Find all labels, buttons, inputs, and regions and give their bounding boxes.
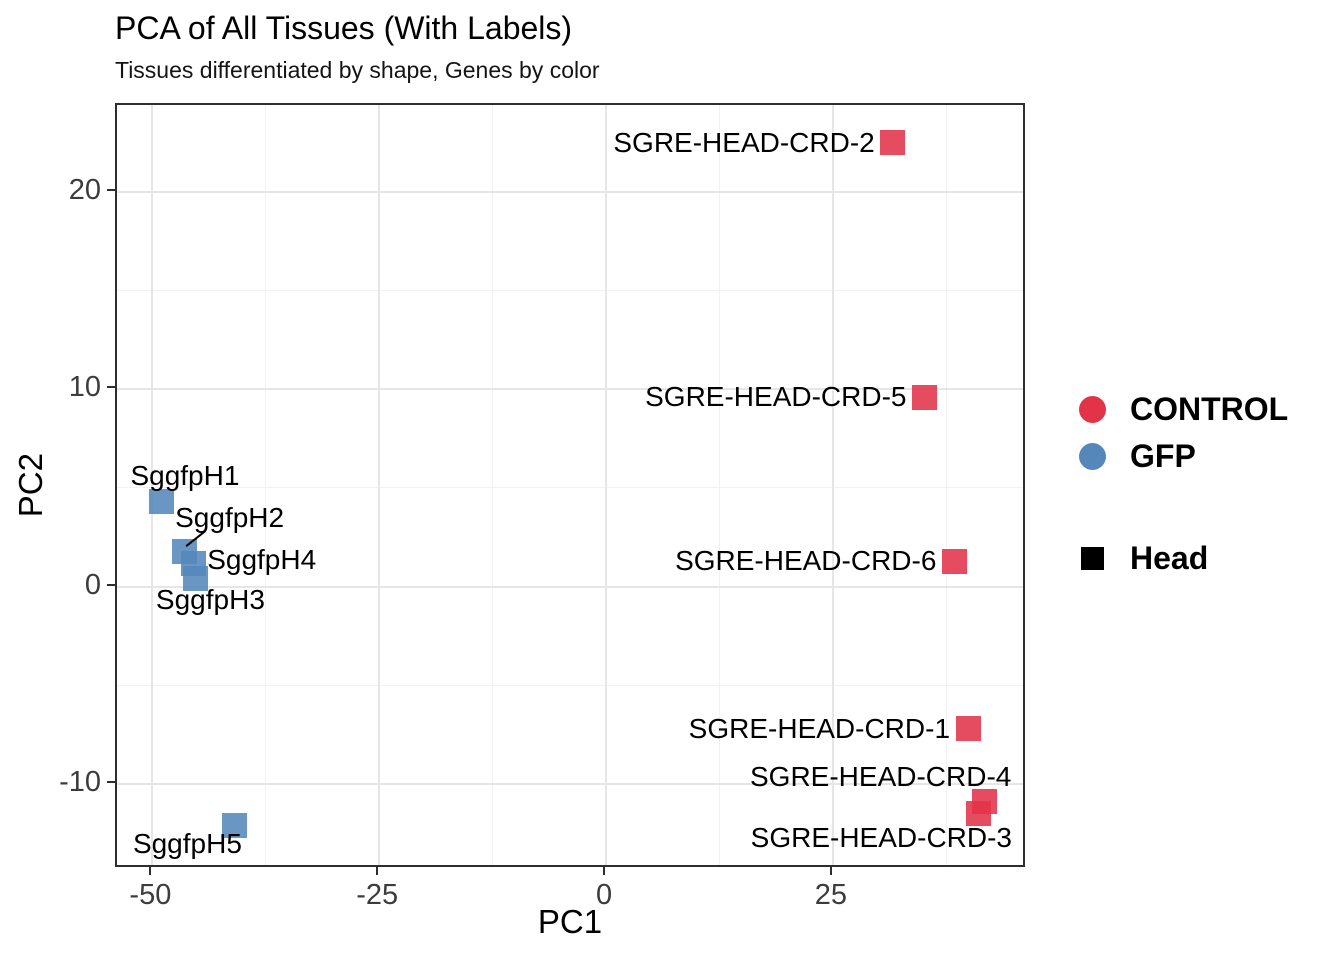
data-point-label: SggfpH5 xyxy=(132,827,242,859)
x-minor-gridline xyxy=(492,105,494,865)
plot-panel: SGRE-HEAD-CRD-1 SGRE-HEAD-CRD-2 SGRE-HEAD-… xyxy=(115,103,1025,867)
x-tick-mark xyxy=(376,867,379,875)
data-point-marker xyxy=(941,548,967,574)
head-shape-swatch xyxy=(1081,547,1104,570)
data-point-marker xyxy=(911,384,937,410)
data-point-label: SggfpH4 xyxy=(207,544,317,575)
data-point-label: SGRE-HEAD-CRD-6 xyxy=(675,545,937,577)
y-major-gridline xyxy=(117,783,1023,786)
data-point-marker xyxy=(222,813,248,839)
legend-entry-gfp: GFP xyxy=(1079,438,1196,475)
data-point-marker xyxy=(955,716,981,742)
data-point-label: SggfpH1 xyxy=(130,459,240,491)
data-point-marker xyxy=(971,789,997,815)
data-point-label: SGRE-HEAD-CRD-5 xyxy=(645,381,907,413)
y-axis-title-text: PC2 xyxy=(12,452,49,518)
chart-title: PCA of All Tissues (With Labels) xyxy=(115,10,573,46)
data-point-marker xyxy=(880,130,906,155)
x-major-gridline xyxy=(378,105,381,865)
y-tick-label: -10 xyxy=(59,766,101,799)
y-minor-gridline xyxy=(117,290,1023,292)
data-point-label: SGRE-HEAD-CRD-3 xyxy=(750,821,1013,853)
gfp-color-swatch xyxy=(1079,443,1106,470)
x-tick-label: -50 xyxy=(129,879,172,911)
x-major-gridline xyxy=(831,105,834,865)
data-point-label: SggfpH3 xyxy=(155,583,265,615)
y-tick-mark xyxy=(107,386,115,389)
x-axis-title: PC1 xyxy=(537,903,603,940)
x-major-gridline xyxy=(605,105,608,865)
x-minor-gridline xyxy=(945,105,947,865)
y-minor-gridline xyxy=(117,487,1023,489)
data-point-label: SGRE-HEAD-CRD-1 xyxy=(688,712,951,744)
y-tick-label: 10 xyxy=(68,371,101,404)
x-tick-mark xyxy=(149,867,152,875)
y-major-gridline xyxy=(117,388,1023,391)
y-major-gridline xyxy=(117,190,1023,193)
x-tick-label: 25 xyxy=(814,879,847,911)
legend-entry-control-label: CONTROL xyxy=(1130,391,1289,427)
x-tick-mark xyxy=(603,867,606,875)
x-minor-gridline xyxy=(265,105,267,865)
label-leader-lines xyxy=(185,530,206,547)
y-tick-label: 0 xyxy=(84,568,101,601)
y-minor-gridline xyxy=(117,684,1023,686)
x-major-gridline xyxy=(151,105,154,865)
control-color-swatch xyxy=(1079,396,1106,423)
x-minor-gridline xyxy=(718,105,720,865)
legend-entry-gfp-label: GFP xyxy=(1130,438,1196,474)
x-tick-label: 0 xyxy=(595,879,613,911)
y-tick-mark xyxy=(107,583,115,586)
x-tick-mark xyxy=(829,867,832,875)
data-point-label: SGRE-HEAD-CRD-2 xyxy=(613,126,875,158)
y-tick-label: 20 xyxy=(68,173,101,206)
legend-entry-control: CONTROL xyxy=(1079,391,1288,428)
y-axis-title: PC2 xyxy=(12,103,50,867)
x-tick-label: -25 xyxy=(356,879,399,911)
data-point-marker xyxy=(180,550,206,576)
y-major-gridline xyxy=(117,585,1023,588)
legend-entry-head-label: Head xyxy=(1130,540,1209,576)
legend-entry-head: Head xyxy=(1079,540,1208,577)
data-point-marker xyxy=(148,489,174,515)
y-tick-mark xyxy=(107,188,115,191)
chart-subtitle: Tissues differentiated by shape, Genes b… xyxy=(115,57,600,83)
data-point-label: SggfpH2 xyxy=(175,502,285,534)
y-tick-mark xyxy=(107,781,115,784)
data-point-label: SGRE-HEAD-CRD-4 xyxy=(750,760,1012,792)
